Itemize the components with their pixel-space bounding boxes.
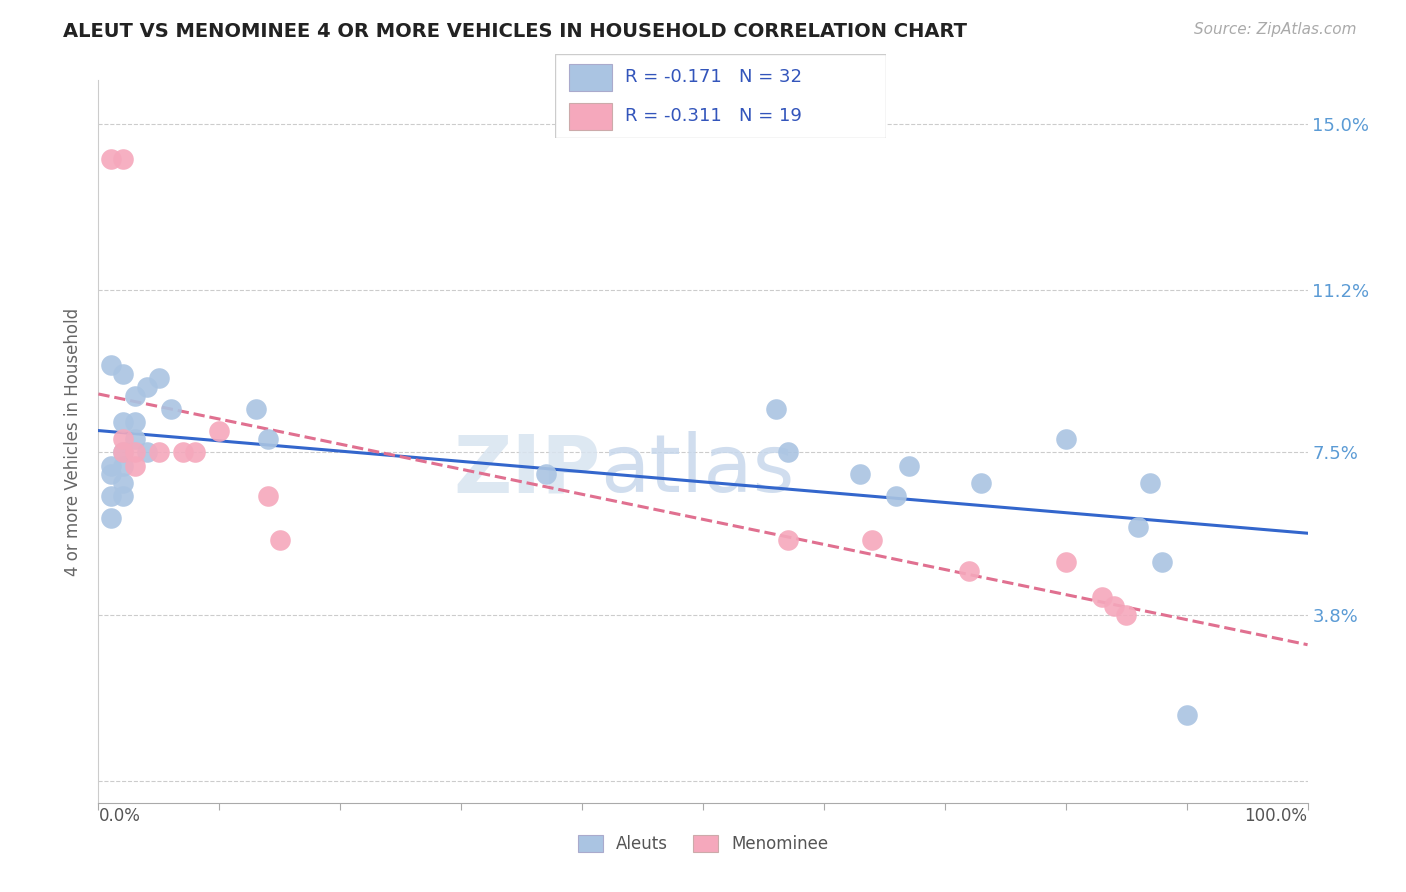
Point (100, 458, 122, 473)
Point (886, 489, 908, 503)
Point (111, 476, 134, 491)
Text: Source: ZipAtlas.com: Source: ZipAtlas.com (1194, 22, 1357, 37)
Point (111, 367, 134, 381)
Point (124, 415, 146, 429)
Point (100, 489, 122, 503)
Text: 0.0%: 0.0% (98, 807, 141, 825)
Point (1102, 599, 1125, 613)
Point (148, 371, 170, 385)
Text: R = -0.171   N = 32: R = -0.171 N = 32 (624, 69, 801, 87)
Point (184, 445, 207, 459)
Point (269, 533, 291, 547)
Point (124, 433, 146, 447)
Point (208, 424, 231, 438)
Point (897, 458, 920, 473)
Text: atlas: atlas (600, 432, 794, 509)
Y-axis label: 4 or more Vehicles in Household: 4 or more Vehicles in Household (65, 308, 83, 575)
Point (111, 433, 134, 447)
Point (1128, 520, 1150, 534)
Text: 100.0%: 100.0% (1244, 807, 1308, 825)
Point (1091, 590, 1114, 604)
Point (124, 445, 146, 459)
Point (124, 388, 146, 402)
Point (256, 433, 278, 447)
Point (100, 467, 122, 482)
Point (1175, 708, 1198, 723)
Point (849, 467, 872, 482)
Point (111, 152, 134, 166)
Point (1152, 555, 1174, 569)
Point (135, 380, 157, 394)
Point (534, 467, 557, 482)
FancyBboxPatch shape (568, 103, 612, 130)
Point (148, 445, 170, 459)
Point (256, 489, 278, 503)
Point (100, 152, 122, 166)
Point (160, 401, 183, 416)
Point (957, 564, 980, 578)
Point (135, 445, 157, 459)
Point (776, 445, 799, 459)
Point (111, 489, 134, 503)
Point (111, 445, 134, 459)
Point (1054, 555, 1077, 569)
Text: ALEUT VS MENOMINEE 4 OR MORE VEHICLES IN HOUSEHOLD CORRELATION CHART: ALEUT VS MENOMINEE 4 OR MORE VEHICLES IN… (63, 22, 967, 41)
FancyBboxPatch shape (555, 54, 886, 138)
Point (100, 358, 122, 372)
Point (860, 533, 883, 547)
Point (1115, 607, 1137, 622)
Point (1054, 433, 1077, 447)
Point (245, 401, 267, 416)
Point (172, 445, 194, 459)
Point (1139, 476, 1161, 491)
Point (111, 415, 134, 429)
Point (111, 458, 134, 473)
Point (100, 511, 122, 525)
Point (765, 401, 787, 416)
Legend: Aleuts, Menominee: Aleuts, Menominee (571, 828, 835, 860)
Point (111, 445, 134, 459)
Point (124, 458, 146, 473)
Point (970, 476, 993, 491)
Text: R = -0.311   N = 19: R = -0.311 N = 19 (624, 107, 801, 125)
FancyBboxPatch shape (568, 63, 612, 91)
Text: ZIP: ZIP (453, 432, 600, 509)
Point (776, 533, 799, 547)
